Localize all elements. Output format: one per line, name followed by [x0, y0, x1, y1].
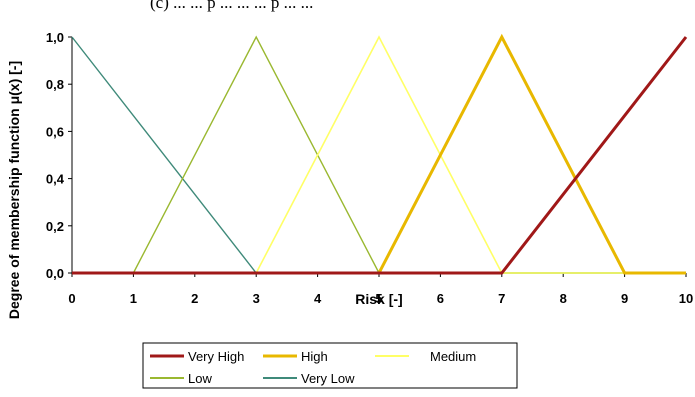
x-tick-label: 0	[68, 291, 75, 306]
y-tick-label: 0,4	[46, 172, 65, 187]
x-tick-label: 2	[191, 291, 198, 306]
series-line-very-high	[72, 36, 688, 275]
legend-label-low: Low	[188, 371, 212, 386]
x-tick-label: 5	[375, 291, 382, 306]
x-ticks: 0 1 2 3 4 5 6 7 8 9 10	[68, 273, 693, 306]
y-ticks: 0,0 0,2 0,4 0,6 0,8 1,0	[46, 30, 72, 281]
x-tick-label: 4	[314, 291, 322, 306]
y-tick-label: 0,0	[46, 266, 64, 281]
x-tick-label: 10	[679, 291, 693, 306]
y-tick-label: 0,2	[46, 219, 64, 234]
legend-box	[142, 342, 518, 389]
legend-label-medium: Medium	[430, 349, 476, 364]
legend-label-very-low: Very Low	[301, 371, 355, 386]
x-tick-label: 9	[621, 291, 628, 306]
x-tick-label: 3	[253, 291, 260, 306]
legend-label-high: High	[301, 349, 328, 364]
y-tick-label: 0,8	[46, 77, 64, 92]
header-fragment: (c) ... ... p ... ... ... p ... ...	[150, 0, 313, 12]
legend-label-very-high: Very High	[188, 349, 244, 364]
x-axis-label: Risk [-]	[355, 291, 402, 307]
x-tick-label: 1	[130, 291, 137, 306]
x-tick-label: 8	[560, 291, 567, 306]
x-tick-label: 6	[437, 291, 444, 306]
legend: Very High High Medium Low Very Low	[142, 342, 518, 389]
y-tick-label: 0,6	[46, 124, 64, 139]
y-axis-label: Degree of membership function μ(x) [-]	[6, 61, 22, 319]
y-tick-label: 1,0	[46, 30, 64, 45]
series-layer	[71, 33, 688, 275]
x-tick-label: 7	[498, 291, 505, 306]
